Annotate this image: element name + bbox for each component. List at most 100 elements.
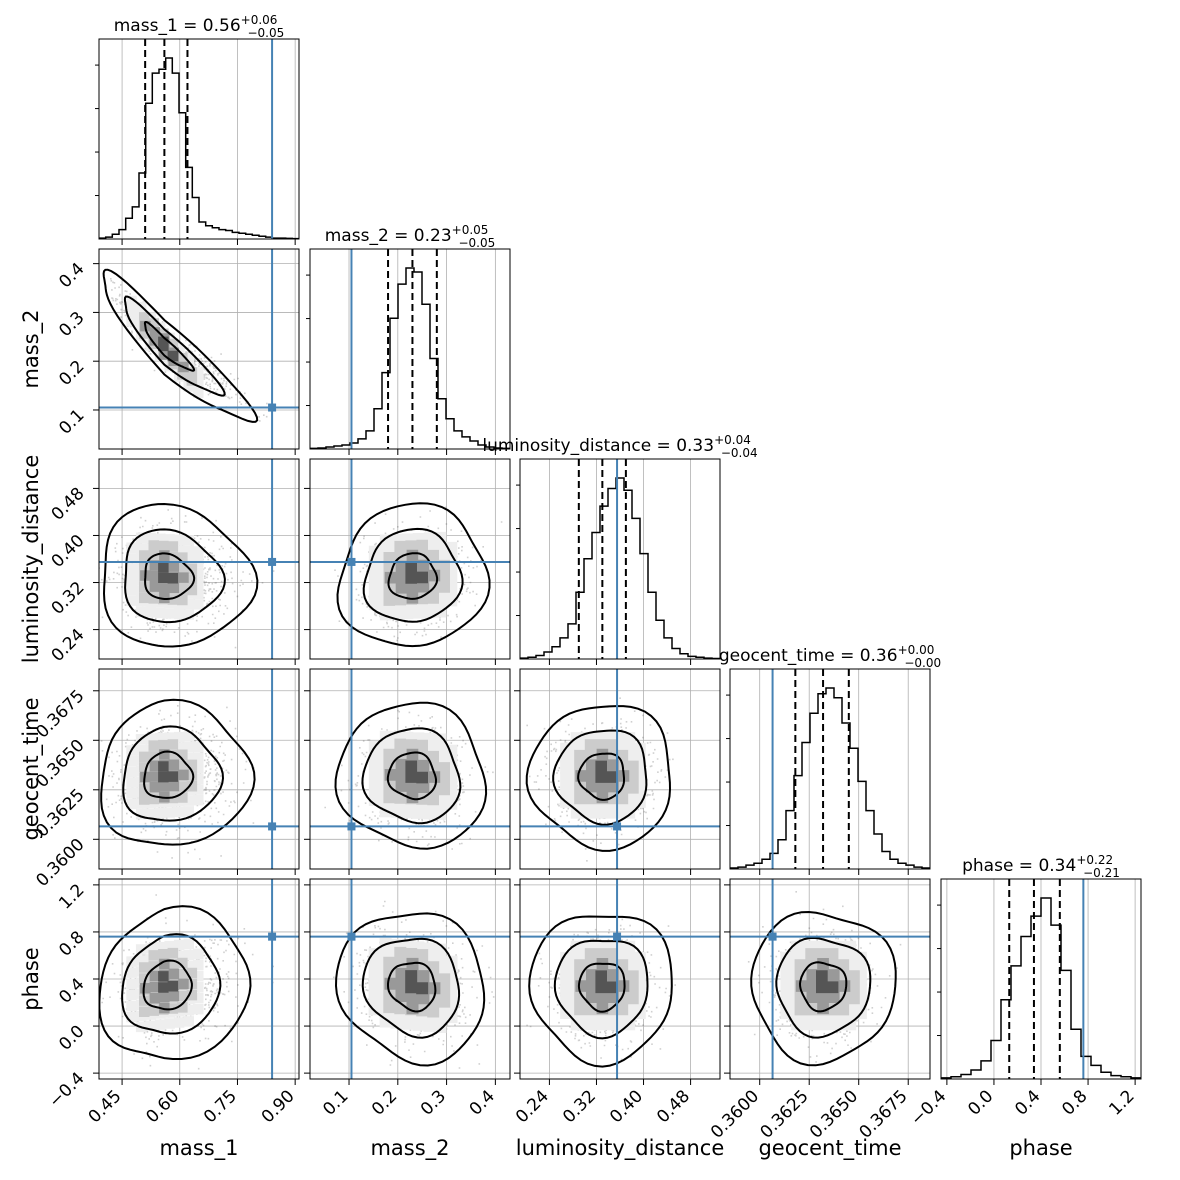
contour-1 [553,939,649,1040]
y-tick-label: 0.4 [55,259,88,292]
density-level-3 [158,971,179,993]
histogram-panel-phase: −0.4 0.0 0.4 0.8 1.2 phase = 0.34+0.22 −0.21 [907,853,1142,1130]
x-tick-label: 0.4 [466,1086,499,1119]
contour-2 [336,502,491,648]
y-tick-label: 1.2 [55,880,88,913]
y-tick-label: 0.3600 [32,835,88,891]
histogram-mass_1 [99,57,299,239]
density-level-3 [158,561,179,584]
contour-0 [798,961,848,1013]
panel-frame [98,38,300,240]
contour-0 [386,751,437,801]
density-level-3 [595,760,618,783]
histogram-panel-mass_1: mass_1 = 0.56+0.06 −0.05 [95,13,300,245]
x-tick-label: 0.3625 [757,1086,813,1142]
x-tick-label: 0.75 [200,1086,241,1127]
panel-frame [309,458,511,660]
scatter-panel-mass_1-vs-mass_2: 0.1 0.2 0.3 0.4 [55,248,300,455]
contour-0 [387,961,437,1013]
contour-0 [144,552,196,600]
y-axis-label-luminosity_distance: luminosity_distance [19,455,44,664]
x-tick-label: 0.32 [559,1086,600,1127]
y-axis-label-phase: phase [19,947,43,1010]
truth-point [268,403,277,412]
y-axis-label-geocent_time: geocent_time [19,697,44,840]
contour-0 [577,962,626,1013]
x-axis-label-luminosity_distance: luminosity_distance [516,1136,725,1161]
histogram-phase [941,897,1141,1079]
histogram-panel-mass_2: mass_2 = 0.23+0.05 −0.05 [306,223,511,455]
scatter-points [324,703,494,850]
y-tick-label: 0.32 [48,578,89,619]
contour-2 [99,905,252,1060]
scatter-panel-mass_1-vs-phase: 0.45 0.60 0.75 0.90 −0.4 0.0 0.4 0.8 1.2 [45,878,300,1127]
density-level-3 [405,561,428,584]
contour-1 [775,936,872,1039]
scatter-panel-luminosity_distance-vs-phase: 0.24 0.32 0.40 0.48 [512,878,721,1127]
contour-1 [361,727,462,825]
contour-0 [577,752,625,801]
y-tick-label: 0.3 [55,308,88,341]
y-axis-label-mass_2: mass_2 [19,309,44,388]
y-tick-label: 0.0 [55,1021,88,1054]
x-tick-label: 0.3 [417,1086,450,1119]
y-tick-label: 0.2 [55,357,88,390]
panel-frame [98,248,300,450]
contour-2 [334,912,486,1067]
scatter-panel-mass_2-vs-luminosity_distance [304,458,511,665]
x-tick-label: −0.4 [907,1086,950,1129]
x-tick-label: 0.24 [512,1086,553,1127]
histogram-panel-geocent_time: geocent_time = 0.36+0.00 −0.00 [719,643,941,875]
x-tick-label: 0.1 [319,1086,352,1119]
truth-point [613,932,622,941]
histogram-luminosity_distance [520,477,720,659]
x-tick-label: 0.2 [368,1086,401,1119]
panel-frame [98,668,300,870]
scatter-panel-luminosity_distance-vs-geocent_time [514,668,721,875]
y-tick-label: −0.4 [45,1069,88,1112]
contour-2 [102,502,259,648]
panel-frame [519,458,721,660]
x-axis-label-phase: phase [1009,1136,1072,1160]
panel-frame [519,668,721,870]
y-tick-label: 0.24 [48,625,89,666]
truth-point [768,932,777,941]
param-title-phase: phase = 0.34+0.22 −0.21 [962,853,1120,880]
truth-point [268,932,277,941]
y-tick-label: 0.4 [55,974,88,1007]
contour-0 [387,552,439,600]
contour-1 [552,729,648,826]
y-tick-label: 0.40 [48,531,89,572]
param-title-luminosity_distance: luminosity_distance = 0.33+0.04 −0.04 [482,433,757,460]
param-title-mass_2: mass_2 = 0.23+0.05 −0.05 [325,223,495,250]
x-axis-label-mass_1: mass_1 [159,1136,238,1161]
contour-1 [121,933,222,1035]
contour-2 [525,705,672,852]
density-level-3 [595,970,618,994]
contour-0 [143,750,195,799]
scatter-panel-mass_2-vs-geocent_time [304,668,511,875]
x-axis-label-mass_2: mass_2 [370,1136,449,1161]
y-tick-label: 0.1 [55,405,88,438]
scatter-panel-mass_1-vs-luminosity_distance: 0.24 0.32 0.40 0.48 [48,458,300,666]
truth-point [347,822,356,831]
contour-2 [102,268,259,423]
x-tick-label: 0.3650 [806,1086,862,1142]
param-title-geocent_time: geocent_time = 0.36+0.00 −0.00 [719,643,941,670]
histogram-panel-luminosity_distance: luminosity_distance = 0.33+0.04 −0.04 [482,433,758,665]
x-tick-label: 0.3675 [856,1086,912,1142]
contour-1 [123,295,226,397]
x-tick-label: 0.45 [85,1086,126,1127]
density-level-3 [405,970,429,995]
x-tick-label: 0.8 [1058,1086,1091,1119]
y-tick-label: 0.8 [55,927,88,960]
x-tick-label: 0.40 [606,1086,647,1127]
truth-point [268,557,277,566]
x-tick-label: 0.4 [1011,1086,1044,1119]
histogram-geocent_time [730,687,930,869]
contour-1 [122,725,225,822]
x-tick-label: 1.2 [1105,1086,1138,1119]
truth-point [347,557,356,566]
